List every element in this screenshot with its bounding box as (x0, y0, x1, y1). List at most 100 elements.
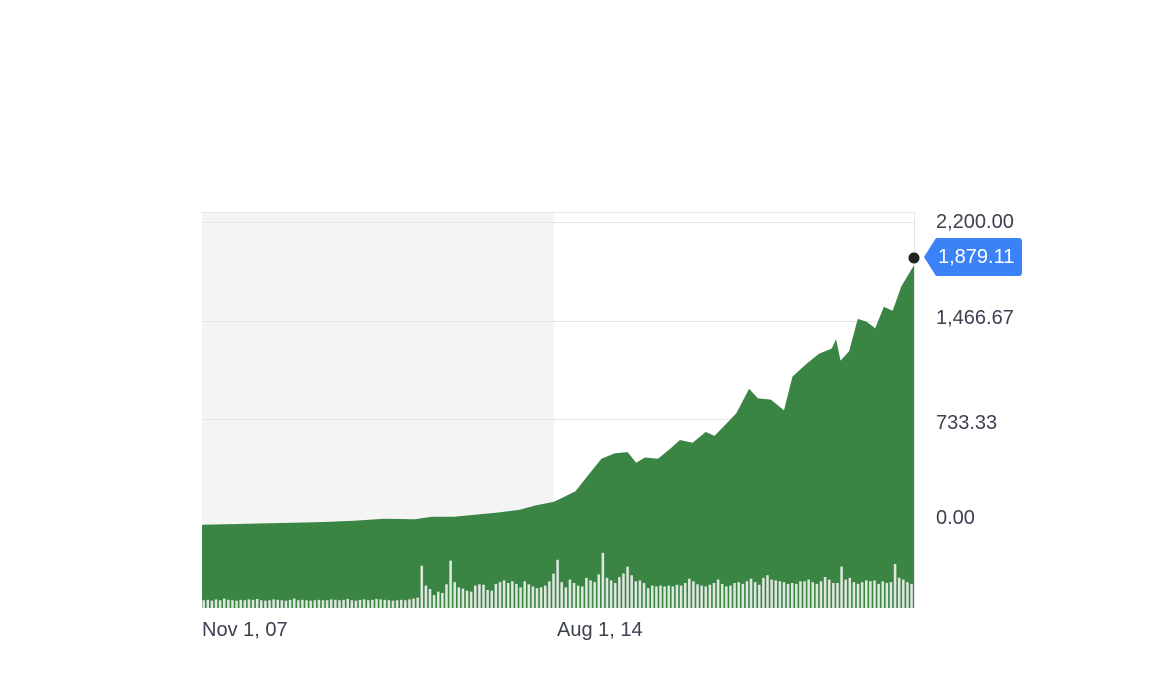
volume-bar (313, 600, 317, 608)
volume-bar (671, 586, 675, 608)
volume-bar (729, 585, 732, 608)
volume-bar (807, 579, 810, 608)
volume-bar (642, 583, 646, 608)
volume-bar (613, 583, 617, 608)
volume-bar (465, 590, 469, 608)
volume-bar (766, 575, 769, 608)
volume-bar (774, 580, 777, 608)
volume-bar (770, 579, 773, 608)
volume-bar (474, 585, 477, 608)
volume-bar (338, 600, 341, 608)
volume-bar (239, 599, 242, 608)
volume-bar (605, 577, 609, 608)
volume-bar (852, 582, 856, 608)
volume-bar (251, 599, 255, 608)
volume-bar (819, 581, 823, 608)
y-tick-label: 0.00 (936, 507, 975, 529)
volume-bar (375, 598, 378, 608)
volume-bar (214, 599, 218, 608)
volume-bar (523, 581, 526, 608)
volume-bar (556, 559, 559, 608)
volume-bar (202, 600, 205, 608)
volume-bar (511, 581, 514, 608)
y-tick-label: 2,200.00 (936, 211, 1014, 233)
volume-bar (325, 600, 329, 608)
volume-bar (902, 579, 905, 608)
volume-bar (692, 581, 695, 608)
volume-bar (712, 583, 716, 608)
volume-bar (399, 599, 403, 608)
volume-bar (342, 599, 345, 608)
x-tick-label: Nov 1, 07 (202, 619, 288, 641)
volume-bar (667, 585, 670, 608)
volume-bar (634, 581, 638, 608)
volume-bar (478, 584, 481, 608)
volume-bar (865, 580, 868, 608)
volume-bar (362, 599, 366, 608)
volume-bar (548, 581, 551, 608)
volume-bar (803, 581, 806, 608)
volume-bar (539, 587, 543, 608)
volume-bar (848, 577, 852, 608)
volume-bar (758, 584, 761, 608)
volume-bar (696, 584, 699, 608)
volume-bar (469, 591, 473, 608)
volume-bar (889, 582, 893, 608)
volume-bar (531, 586, 535, 608)
volume-bar (618, 576, 621, 608)
volume-bar (655, 586, 658, 608)
volume-bar (305, 600, 308, 608)
volume-bar (506, 583, 510, 608)
volume-bar (235, 600, 238, 608)
volume-bar (461, 588, 465, 608)
volume-bar (572, 583, 576, 608)
volume-bar (449, 560, 452, 608)
volume-bar (379, 599, 382, 608)
volume-bar (243, 600, 247, 608)
volume-bar (782, 582, 786, 608)
volume-bar (334, 599, 337, 608)
volume-bar (560, 582, 563, 608)
volume-bar (424, 585, 428, 608)
volume-bar (284, 600, 288, 608)
volume-bar (646, 588, 650, 608)
volume-bar (428, 589, 432, 608)
volume-bar (720, 583, 724, 608)
volume-bar (494, 583, 498, 608)
volume-bar (301, 599, 304, 608)
volume-bar (490, 590, 494, 608)
volume-bar (502, 580, 506, 608)
volume-bar (869, 581, 872, 608)
volume-bar (663, 586, 666, 608)
volume-bar (836, 583, 839, 608)
volume-bar (811, 582, 815, 608)
volume-bar (823, 576, 827, 608)
volume-bar (741, 583, 745, 608)
volume-bar (519, 587, 522, 608)
volume-bar (486, 589, 489, 608)
volume-bar (790, 583, 794, 608)
volume-bar (597, 574, 601, 608)
volume-bar (897, 577, 901, 608)
volume-bar (564, 587, 568, 608)
volume-bar (412, 598, 415, 608)
volume-bar (844, 579, 847, 608)
volume-bar (280, 600, 284, 608)
volume-bar (589, 580, 592, 608)
volume-bar (749, 578, 753, 608)
volume-bar (346, 598, 349, 608)
price-flag-arrow (924, 238, 936, 276)
volume-bar (552, 573, 555, 608)
volume-bar (799, 581, 802, 608)
volume-bar (416, 597, 419, 608)
volume-bar (778, 581, 782, 608)
volume-bar (383, 599, 387, 608)
volume-bar (700, 585, 703, 608)
volume-bar (860, 582, 864, 608)
volume-bar (395, 600, 399, 608)
last-price-marker (908, 252, 920, 264)
volume-bar (297, 600, 300, 608)
volume-bar (408, 599, 411, 608)
volume-bar (329, 599, 333, 608)
volume-bar (840, 566, 843, 608)
